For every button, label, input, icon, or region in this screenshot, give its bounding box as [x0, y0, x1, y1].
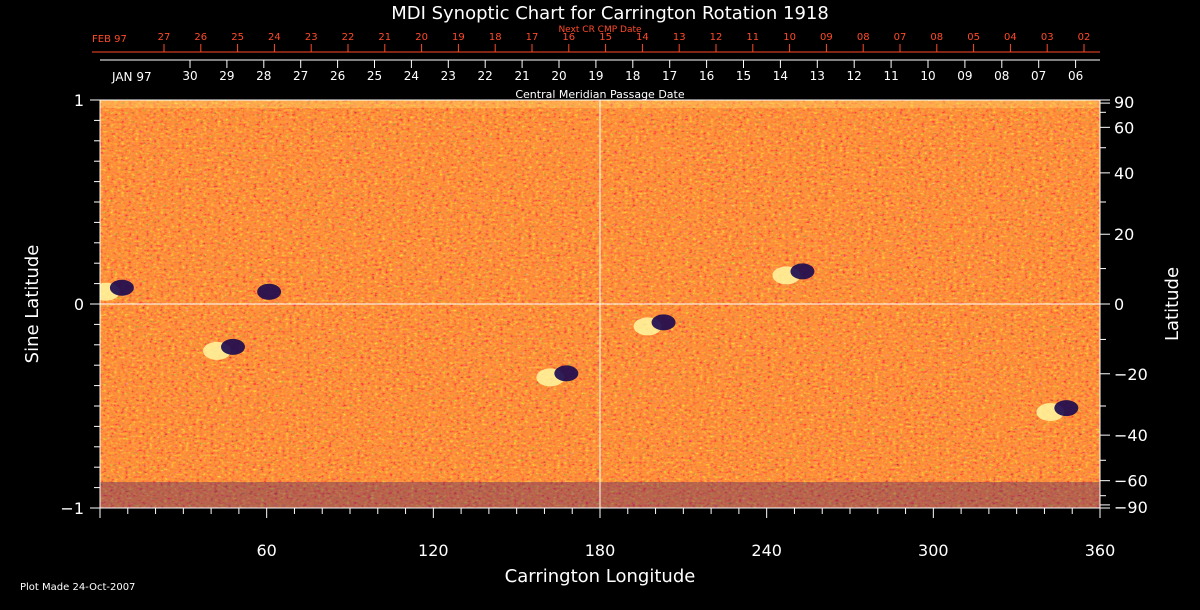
x-tick-label: 360: [1085, 541, 1116, 560]
lat-tick-label: −60: [1114, 472, 1148, 491]
lat-tick-label: −40: [1114, 426, 1148, 445]
top-axis-2-tick-label: 23: [441, 69, 456, 83]
x-tick-label: 300: [918, 541, 949, 560]
top-axis-1-tick-label: 20: [415, 32, 428, 43]
top-axis-2-tick-label: 17: [662, 69, 677, 83]
top-axis-2-tick-label: 15: [736, 69, 751, 83]
top-axis-1-tick-label: 08: [857, 32, 870, 43]
top-axis-1-tick-label: 05: [967, 32, 980, 43]
lat-tick-label: 40: [1114, 164, 1134, 183]
negative-region: [109, 279, 134, 296]
next-cmp-month-label: FEB 97: [92, 34, 127, 45]
top-axis-2-tick-label: 30: [182, 69, 197, 83]
top-axis-1-tick-label: 03: [1041, 32, 1054, 43]
top-axis-2-tick-label: 09: [957, 69, 972, 83]
top-axis-2-tick-label: 08: [994, 69, 1009, 83]
top-axis-1-tick-label: 25: [231, 32, 244, 43]
top-axis-2-tick-label: 18: [625, 69, 640, 83]
top-axis-2-tick-label: 29: [219, 69, 234, 83]
top-axis-2-tick-label: 11: [883, 69, 898, 83]
top-axis-2-tick-label: 22: [478, 69, 493, 83]
top-axis-2-tick-label: 13: [810, 69, 825, 83]
lat-tick-label: −90: [1114, 498, 1148, 517]
plot-made-note: Plot Made 24-Oct-2007: [20, 582, 135, 593]
negative-region: [257, 283, 282, 300]
y-tick-label: 0: [74, 295, 84, 314]
lat-tick-label: 60: [1114, 118, 1134, 137]
cmp-month-label: JAN 97: [111, 70, 152, 84]
axes: 60 120 180 240 300 360 −1 0 1 90 60 40 20 0 −20 −40 −60 −…: [60, 91, 1147, 560]
top-axis-1-tick-label: 27: [158, 32, 171, 43]
top-axis-1-tick-label: 15: [599, 32, 612, 43]
top-axis-2-tick-label: 27: [293, 69, 308, 83]
negative-region: [1054, 400, 1079, 417]
top-axis-1-tick-label: 13: [673, 32, 686, 43]
top-axis-2-tick-label: 12: [847, 69, 862, 83]
negative-region: [554, 365, 579, 382]
x-tick-label: 120: [418, 541, 449, 560]
lat-tick-label: 90: [1114, 93, 1134, 112]
top-axis-2-tick-label: 16: [699, 69, 714, 83]
top-axis-2-tick-label: 10: [920, 69, 935, 83]
cmp-axis-label: Central Meridian Passage Date: [515, 88, 684, 101]
lat-tick-label: −20: [1114, 365, 1148, 384]
top-axis-1-tick-label: 18: [489, 32, 502, 43]
top-axis-1-tick-label: 21: [378, 32, 391, 43]
top-axis-2-tick-label: 07: [1031, 69, 1046, 83]
top-axis-1-tick-label: 14: [636, 32, 649, 43]
top-axis-1-tick-label: 24: [268, 32, 281, 43]
top-axis-1-tick-label: 22: [342, 32, 355, 43]
top-axis-1-tick-label: 26: [194, 32, 207, 43]
top-axis-1-tick-label: 04: [1004, 32, 1017, 43]
y-tick-label: 1: [74, 91, 84, 110]
top-axis-2-tick-label: 26: [330, 69, 345, 83]
negative-region: [790, 263, 815, 280]
x-tick-label: 180: [585, 541, 616, 560]
top-axis-2-tick-label: 20: [551, 69, 566, 83]
top-axis-1-tick-label: 11: [746, 32, 759, 43]
top-axis-1-tick-label: 07: [894, 32, 907, 43]
top-axis-2-tick-label: 24: [404, 69, 419, 83]
top-axis-2-tick-label: 28: [256, 69, 271, 83]
top-axis-1-tick-label: 17: [526, 32, 539, 43]
top-axis-1-tick-label: 09: [820, 32, 833, 43]
top-axis-2-tick-label: 19: [588, 69, 603, 83]
y-axis-label: Sine Latitude: [22, 245, 43, 364]
next-cmp-axis-label: Next CR CMP Date: [558, 25, 642, 35]
lat-tick-label: 20: [1114, 225, 1134, 244]
chart-title: MDI Synoptic Chart for Carrington Rotati…: [391, 3, 829, 24]
top-axis-1-tick-label: 02: [1078, 32, 1091, 43]
negative-region: [221, 338, 245, 355]
top-axis-2-tick-label: 25: [367, 69, 382, 83]
y-tick-label: −1: [60, 499, 84, 518]
plot-area: [99, 99, 1101, 509]
x-tick-label: 240: [751, 541, 782, 560]
top-axis-1-tick-label: 08: [930, 32, 943, 43]
top-axis-2-tick-label: 14: [773, 69, 788, 83]
top-date-axes: Next CR CMP Date FEB 97 JAN 97 Central M…: [92, 25, 1100, 101]
top-axis-1-tick-label: 23: [305, 32, 318, 43]
top-axis-1-tick-label: 16: [562, 32, 575, 43]
x-tick-label: 60: [256, 541, 276, 560]
top-axis-1-tick-label: 12: [710, 32, 723, 43]
top-axis-1-tick-label: 10: [783, 32, 796, 43]
x-axis-label: Carrington Longitude: [505, 566, 696, 587]
lat-tick-label: 0: [1114, 295, 1124, 314]
top-axis-2-tick-label: 06: [1068, 69, 1083, 83]
top-axis-2-tick-label: 21: [514, 69, 529, 83]
top-axis-1-tick-label: 19: [452, 32, 465, 43]
y2-axis-label: Latitude: [1162, 267, 1183, 341]
negative-region: [651, 314, 676, 331]
